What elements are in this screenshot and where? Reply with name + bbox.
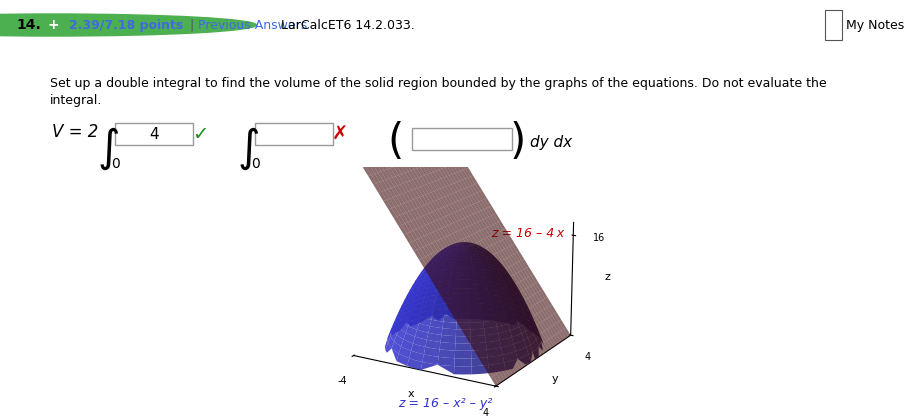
FancyBboxPatch shape	[115, 123, 193, 145]
FancyBboxPatch shape	[412, 128, 512, 150]
Text: $\int$: $\int$	[237, 126, 259, 172]
Text: z = 16 – x² – y²: z = 16 – x² – y²	[398, 397, 492, 410]
Y-axis label: y: y	[551, 374, 559, 384]
Text: ✓: ✓	[192, 125, 208, 143]
Text: Set up a double integral to find the volume of the solid region bounded by the g: Set up a double integral to find the vol…	[50, 77, 827, 90]
Text: ): )	[510, 121, 526, 163]
Text: $\int$: $\int$	[97, 126, 119, 172]
Text: LarCalcET6 14.2.033.: LarCalcET6 14.2.033.	[281, 18, 415, 32]
FancyBboxPatch shape	[825, 10, 842, 40]
Text: (: (	[387, 121, 403, 163]
Text: ✗: ✗	[332, 125, 349, 143]
FancyBboxPatch shape	[255, 123, 333, 145]
Text: My Notes: My Notes	[846, 18, 904, 32]
Text: 0: 0	[111, 157, 119, 171]
Text: V = 2: V = 2	[52, 123, 99, 141]
Text: 14.: 14.	[17, 18, 41, 32]
Text: +: +	[48, 18, 59, 32]
Text: integral.: integral.	[50, 94, 102, 107]
X-axis label: x: x	[408, 389, 414, 399]
Text: z = 16 – 4 x: z = 16 – 4 x	[491, 227, 564, 240]
Text: 0: 0	[251, 157, 259, 171]
Text: Previous Answers: Previous Answers	[198, 18, 307, 32]
Text: dy dx: dy dx	[530, 135, 573, 150]
Circle shape	[0, 14, 256, 36]
Text: 2.39/7.18 points: 2.39/7.18 points	[69, 18, 183, 32]
Text: |: |	[189, 18, 194, 32]
Text: 4: 4	[149, 126, 159, 141]
